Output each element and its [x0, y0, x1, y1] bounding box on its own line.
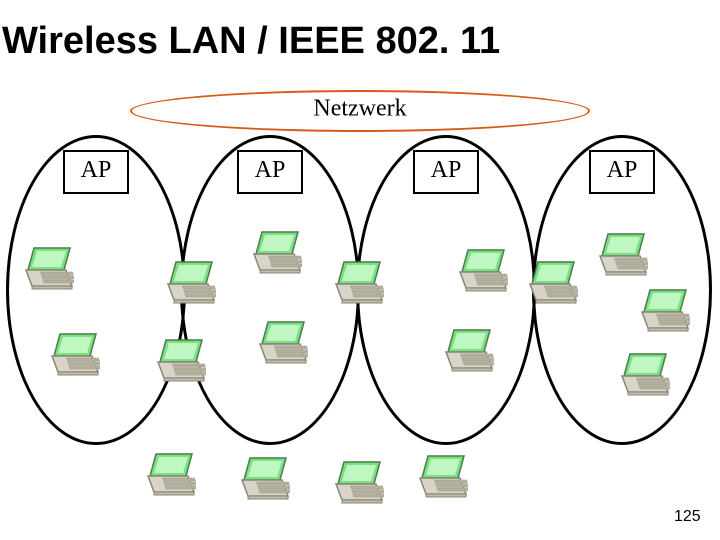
access-point-box: AP: [413, 150, 479, 194]
laptop-icon: [636, 288, 690, 334]
page-number: 125: [674, 508, 701, 526]
laptop-icon: [162, 260, 216, 306]
access-point-box: AP: [237, 150, 303, 194]
slide-title: Wireless LAN / IEEE 802. 11: [2, 20, 500, 63]
laptop-icon: [440, 328, 494, 374]
laptop-icon: [330, 460, 384, 506]
access-point-label: AP: [591, 157, 653, 184]
network-backbone-label: Netzwerk: [132, 95, 588, 122]
diagram-canvas: Wireless LAN / IEEE 802. 11 Netzwerk AP A…: [0, 0, 720, 540]
laptop-icon: [20, 246, 74, 292]
laptop-icon: [152, 338, 206, 384]
laptop-icon: [414, 454, 468, 500]
laptop-icon: [454, 248, 508, 294]
network-backbone-ellipse: Netzwerk: [130, 90, 590, 132]
laptop-icon: [594, 232, 648, 278]
access-point-box: AP: [63, 150, 129, 194]
access-point-label: AP: [415, 157, 477, 184]
laptop-icon: [254, 320, 308, 366]
laptop-icon: [46, 332, 100, 378]
laptop-icon: [248, 230, 302, 276]
laptop-icon: [142, 452, 196, 498]
access-point-label: AP: [239, 157, 301, 184]
laptop-icon: [616, 352, 670, 398]
laptop-icon: [524, 260, 578, 306]
access-point-box: AP: [589, 150, 655, 194]
laptop-icon: [330, 260, 384, 306]
laptop-icon: [236, 456, 290, 502]
access-point-label: AP: [65, 157, 127, 184]
